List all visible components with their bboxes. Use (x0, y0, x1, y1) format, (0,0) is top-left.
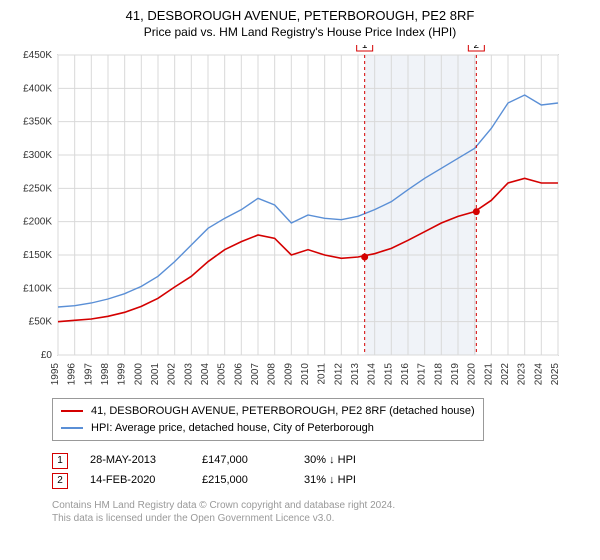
legend-label: HPI: Average price, detached house, City… (91, 420, 374, 437)
svg-text:2005: 2005 (217, 363, 228, 385)
svg-text:£300K: £300K (23, 150, 52, 161)
svg-text:2014: 2014 (367, 363, 378, 385)
svg-text:2015: 2015 (383, 363, 394, 385)
svg-text:2011: 2011 (317, 363, 328, 385)
svg-text:£400K: £400K (23, 83, 52, 94)
svg-text:1999: 1999 (117, 363, 128, 385)
chart-area: £0 £50K £100K £150K £200K £250K £300K £350K £400… (12, 45, 588, 390)
svg-text:2012: 2012 (333, 363, 344, 385)
event-price: £215,000 (202, 471, 282, 491)
svg-text:2001: 2001 (150, 363, 161, 385)
svg-text:2000: 2000 (133, 363, 144, 385)
svg-text:£100K: £100K (23, 283, 52, 294)
footnote-line-1: Contains HM Land Registry data © Crown c… (52, 499, 588, 513)
svg-text:1998: 1998 (100, 363, 111, 385)
svg-text:£250K: £250K (23, 183, 52, 194)
svg-text:2017: 2017 (417, 363, 428, 385)
svg-text:1997: 1997 (83, 363, 94, 385)
svg-text:2022: 2022 (500, 363, 511, 385)
event-price: £147,000 (202, 451, 282, 471)
event-marker: 1 (52, 453, 68, 469)
title-block: 41, DESBOROUGH AVENUE, PETERBOROUGH, PE2… (12, 8, 588, 39)
svg-text:2: 2 (474, 45, 480, 51)
event-marker: 2 (52, 473, 68, 489)
event-row: 2 14-FEB-2020 £215,000 31% ↓ HPI (52, 471, 588, 491)
svg-text:2021: 2021 (483, 363, 494, 385)
svg-text:2006: 2006 (233, 363, 244, 385)
chart-subtitle: Price paid vs. HM Land Registry's House … (12, 25, 588, 39)
svg-text:2018: 2018 (433, 363, 444, 385)
events-table: 1 28-MAY-2013 £147,000 30% ↓ HPI 2 14-FEB-202… (52, 451, 588, 491)
svg-text:2009: 2009 (283, 363, 294, 385)
legend-row: 41, DESBOROUGH AVENUE, PETERBOROUGH, PE2… (61, 403, 475, 420)
svg-text:2003: 2003 (183, 363, 194, 385)
svg-text:2008: 2008 (267, 363, 278, 385)
event-row: 1 28-MAY-2013 £147,000 30% ↓ HPI (52, 451, 588, 471)
svg-text:2010: 2010 (300, 363, 311, 385)
svg-text:1996: 1996 (67, 363, 78, 385)
chart-title: 41, DESBOROUGH AVENUE, PETERBOROUGH, PE2… (12, 8, 588, 23)
event-date: 28-MAY-2013 (90, 451, 180, 471)
line-chart: £0 £50K £100K £150K £200K £250K £300K £350K £400… (12, 45, 572, 385)
svg-text:2023: 2023 (517, 363, 528, 385)
svg-text:£350K: £350K (23, 117, 52, 128)
svg-text:2019: 2019 (450, 363, 461, 385)
svg-text:2025: 2025 (550, 363, 561, 385)
svg-text:1: 1 (362, 45, 368, 51)
svg-text:2016: 2016 (400, 363, 411, 385)
svg-text:1995: 1995 (50, 363, 61, 385)
footnote-line-2: This data is licensed under the Open Gov… (52, 512, 588, 526)
event-delta: 30% ↓ HPI (304, 451, 394, 471)
legend: 41, DESBOROUGH AVENUE, PETERBOROUGH, PE2… (52, 398, 484, 441)
event-date: 14-FEB-2020 (90, 471, 180, 491)
svg-text:2020: 2020 (467, 363, 478, 385)
svg-text:2013: 2013 (350, 363, 361, 385)
legend-swatch (61, 427, 83, 429)
legend-swatch (61, 410, 83, 412)
svg-text:2002: 2002 (167, 363, 178, 385)
svg-text:2004: 2004 (200, 363, 211, 385)
svg-text:£450K: £450K (23, 50, 52, 61)
legend-label: 41, DESBOROUGH AVENUE, PETERBOROUGH, PE2… (91, 403, 475, 420)
svg-text:2024: 2024 (533, 363, 544, 385)
legend-row: HPI: Average price, detached house, City… (61, 420, 475, 437)
svg-text:£50K: £50K (29, 317, 53, 328)
event-delta: 31% ↓ HPI (304, 471, 394, 491)
svg-text:£200K: £200K (23, 217, 52, 228)
svg-text:£150K: £150K (23, 250, 52, 261)
footnote: Contains HM Land Registry data © Crown c… (52, 499, 588, 526)
svg-text:2007: 2007 (250, 363, 261, 385)
svg-text:£0: £0 (41, 350, 53, 361)
